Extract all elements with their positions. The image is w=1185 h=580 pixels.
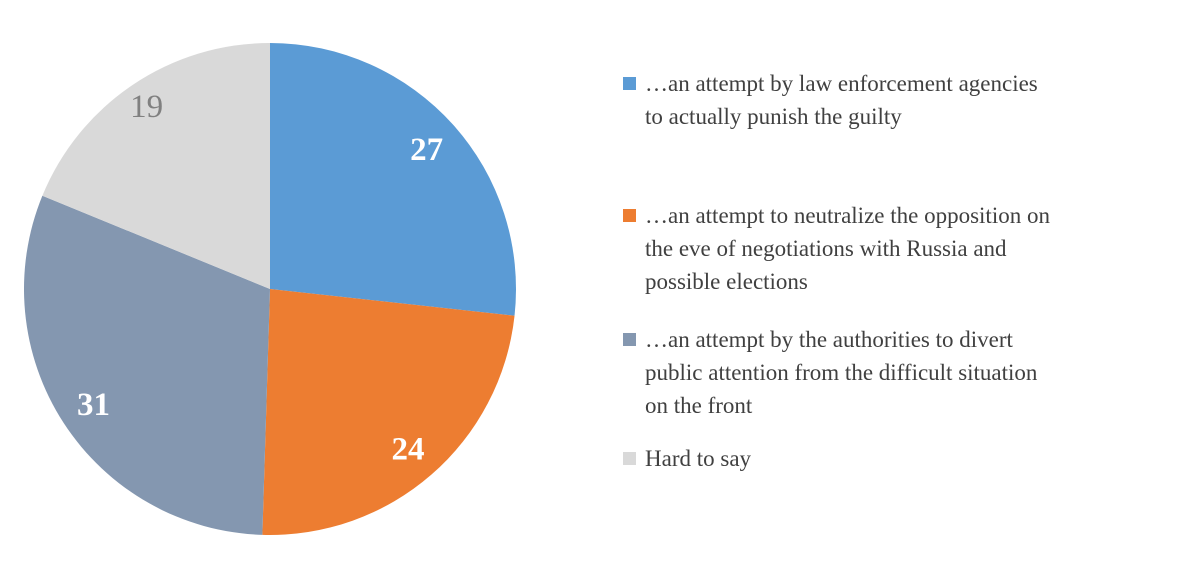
legend-label: …an attempt to neutralize the opposition… <box>645 199 1050 298</box>
legend-label-line: public attention from the difficult situ… <box>645 360 1038 385</box>
pie-data-label-1: 24 <box>392 431 425 467</box>
legend-marker-icon <box>623 452 636 465</box>
pie-data-label-0: 27 <box>410 132 443 168</box>
legend-item-hard-to-say: Hard to say <box>623 442 1168 475</box>
legend-label: …an attempt by law enforcement agencies … <box>645 67 1038 133</box>
legend-label-line: Hard to say <box>645 446 752 471</box>
pie-data-label-3: 19 <box>130 89 163 125</box>
legend-item-neutralize-opposition: …an attempt to neutralize the opposition… <box>623 199 1168 298</box>
legend-label-line: …an attempt to neutralize the opposition… <box>645 203 1050 228</box>
legend-label: Hard to say <box>645 442 751 475</box>
legend-label-line: on the front <box>645 393 753 418</box>
legend-marker-icon <box>623 77 636 90</box>
pie-slice-1 <box>262 289 515 535</box>
legend-item-law-enforcement: …an attempt by law enforcement agencies … <box>623 67 1168 133</box>
legend-label-line: to actually punish the guilty <box>645 104 902 129</box>
legend-label: …an attempt by the authorities to divert… <box>645 323 1037 422</box>
legend-label-line: possible elections <box>645 269 808 294</box>
pie-slice-0 <box>270 43 516 316</box>
pie-slice-2 <box>23 195 270 535</box>
pie-slice-3 <box>42 43 270 289</box>
legend-label-line: …an attempt by law enforcement agencies <box>645 71 1038 96</box>
legend-label-line: the eve of negotiations with Russia and <box>645 236 1007 261</box>
legend-item-divert-attention: …an attempt by the authorities to divert… <box>623 323 1168 422</box>
pie-data-label-2: 31 <box>77 387 110 423</box>
legend-label-line: …an attempt by the authorities to divert <box>645 327 1013 352</box>
legend-marker-icon <box>623 333 636 346</box>
legend-marker-icon <box>623 209 636 222</box>
